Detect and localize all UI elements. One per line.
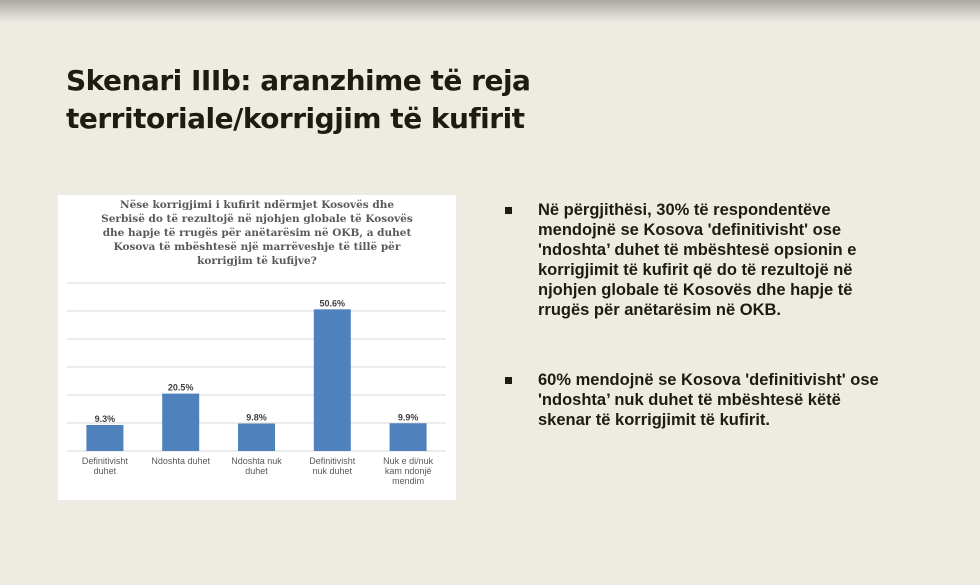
bar — [389, 423, 427, 451]
category-label: Definitivisht — [82, 456, 129, 466]
chart-title-line: korrigjim të kufijve? — [197, 255, 317, 267]
slide-title: Skenari IIIb: aranzhime të reja territor… — [66, 62, 531, 138]
category-label: kam ndonjë — [385, 466, 432, 476]
category-label: duhet — [94, 466, 117, 476]
bullet-list: Në përgjithësi, 30% të respondentëve men… — [505, 200, 885, 430]
bar — [238, 423, 275, 451]
bar — [86, 424, 124, 451]
category-label: Definitivisht — [309, 456, 356, 466]
category-label: nuk duhet — [313, 466, 353, 476]
category-label: duhet — [245, 466, 268, 476]
category-label: mendim — [392, 476, 424, 486]
bar — [162, 393, 200, 451]
bullet-text: Në përgjithësi, 30% të respondentëve men… — [538, 201, 857, 319]
category-label: Ndoshta nuk — [231, 456, 282, 466]
category-label: Ndoshta duhet — [151, 456, 210, 466]
data-label: 9.3% — [95, 414, 116, 424]
bullet-text: 60% mendojnë se Kosova 'definitivisht' o… — [538, 371, 879, 429]
bullet-item: Në përgjithësi, 30% të respondentëve men… — [505, 200, 885, 320]
bar-chart: Nëse korrigjimi i kufirit ndërmjet Kosov… — [58, 195, 456, 500]
slide-title-line: territoriale/korrigjim të kufirit — [66, 102, 525, 135]
chart-title-line: Kosova të mbështesë një marrëveshje të t… — [113, 241, 401, 253]
bullet-item: 60% mendojnë se Kosova 'definitivisht' o… — [505, 370, 885, 430]
category-label: Nuk e di/nuk — [383, 456, 434, 466]
chart-title: Nëse korrigjimi i kufirit ndërmjet Kosov… — [58, 198, 456, 268]
slide-title-line: Skenari IIIb: aranzhime të reja — [66, 64, 531, 97]
chart-title-line: Serbisë do të rezultojë në njohjen globa… — [101, 213, 413, 225]
data-label: 9.8% — [246, 413, 267, 423]
bar — [313, 309, 351, 451]
data-label: 50.6% — [320, 298, 346, 308]
bullet-square-icon — [505, 377, 512, 384]
bullet-square-icon — [505, 207, 512, 214]
chart-title-line: Nëse korrigjimi i kufirit ndërmjet Kosov… — [119, 199, 395, 211]
slide-top-shade — [0, 0, 980, 22]
data-label: 20.5% — [168, 383, 194, 393]
chart-title-line: dhe hapje të rrugës për anëtarësim në OK… — [102, 227, 412, 239]
data-label: 9.9% — [398, 412, 419, 422]
